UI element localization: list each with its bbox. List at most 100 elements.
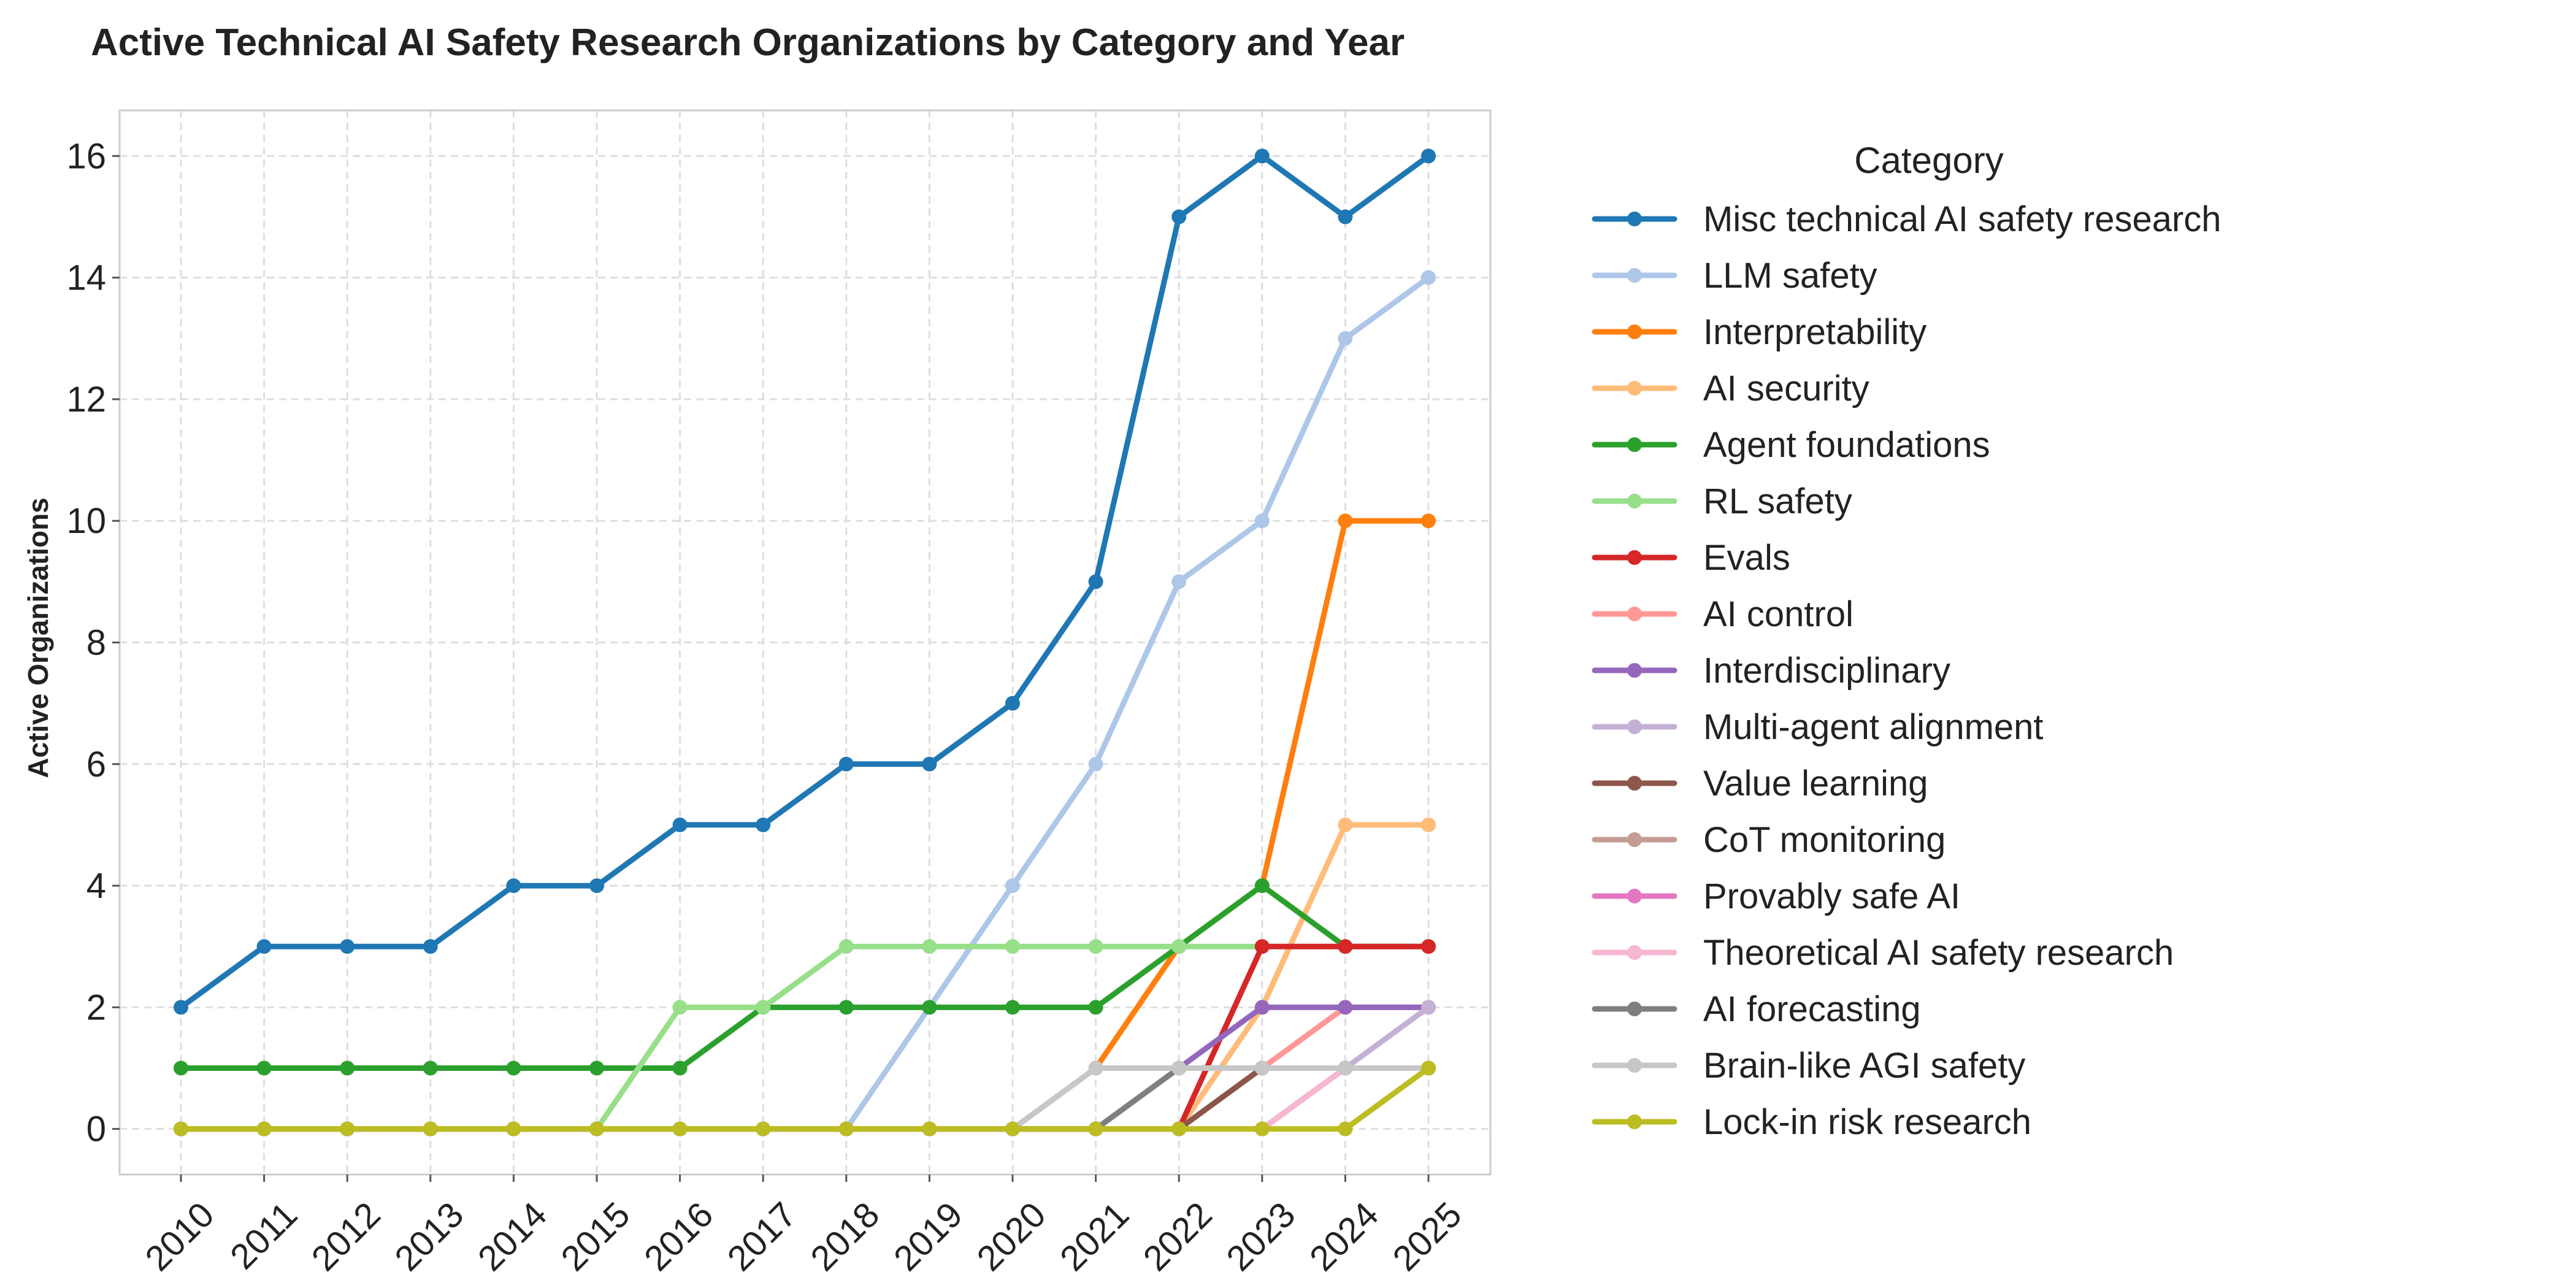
data-point-misc-technical-ai-safety-research — [1171, 209, 1187, 224]
y-tick-label: 8 — [86, 623, 106, 663]
x-tick-label: 2010 — [137, 1195, 221, 1279]
data-point-misc-technical-ai-safety-research — [1254, 148, 1270, 164]
legend-label: Theoretical AI safety research — [1703, 933, 2174, 973]
x-tick-label: 2022 — [1136, 1195, 1220, 1279]
legend-item-multi-agent-alignment: Multi-agent alignment — [1592, 707, 2044, 747]
legend-item-cot-monitoring: CoT monitoring — [1592, 820, 1945, 860]
legend-label: AI control — [1703, 594, 1853, 634]
x-tick-label: 2024 — [1302, 1195, 1386, 1279]
data-point-agent-foundations — [423, 1060, 438, 1076]
data-point-rl-safety — [756, 1000, 771, 1015]
data-point-misc-technical-ai-safety-research — [506, 878, 521, 894]
x-tick-label: 2025 — [1385, 1195, 1469, 1279]
legend-item-llm-safety: LLM safety — [1592, 256, 1877, 296]
legend-swatch-marker — [1627, 1058, 1642, 1073]
legend-label: AI forecasting — [1703, 989, 1921, 1029]
legend-swatch-marker — [1627, 1002, 1642, 1016]
series-ai-forecasting — [174, 1060, 1436, 1137]
data-point-agent-foundations — [1088, 1000, 1103, 1015]
series-lines — [174, 148, 1436, 1137]
legend-label: Brain-like AGI safety — [1703, 1046, 2025, 1086]
series-provably-safe-ai — [174, 1060, 1436, 1137]
axis-ticks: 2010 201120122013201420152016201720182019… — [66, 136, 1469, 1278]
data-point-rl-safety — [672, 1000, 688, 1015]
data-point-misc-technical-ai-safety-research — [340, 939, 355, 954]
x-tick-label: 2012 — [304, 1195, 388, 1279]
series-line-value-learning — [178, 1065, 1432, 1132]
data-point-agent-foundations — [256, 1060, 272, 1076]
data-point-agent-foundations — [1254, 878, 1270, 894]
data-point-lock-in-risk-research — [1421, 1060, 1436, 1076]
data-point-rl-safety — [1005, 939, 1020, 954]
x-tick-label: 2011 — [223, 1195, 305, 1277]
data-point-lock-in-risk-research — [922, 1121, 937, 1137]
legend: Category Misc technical AI safety resear… — [1592, 140, 2221, 1142]
data-point-llm-safety — [1005, 878, 1020, 894]
data-point-misc-technical-ai-safety-research — [756, 817, 771, 832]
legend-swatch-marker — [1627, 776, 1642, 791]
legend-label: Multi-agent alignment — [1703, 707, 2044, 747]
data-point-rl-safety — [838, 939, 854, 954]
x-tick-label: 2015 — [553, 1195, 637, 1279]
data-point-llm-safety — [1421, 270, 1436, 285]
legend-label: Misc technical AI safety research — [1703, 199, 2221, 239]
data-point-agent-foundations — [174, 1060, 188, 1076]
y-tick-label: 6 — [86, 745, 106, 784]
x-tick-label: 2019 — [886, 1195, 970, 1279]
legend-swatch-marker — [1627, 324, 1642, 339]
x-tick-label: 2014 — [470, 1195, 554, 1279]
legend-label: Lock-in risk research — [1703, 1102, 2031, 1142]
data-point-misc-technical-ai-safety-research — [256, 939, 272, 954]
legend-label: Value learning — [1703, 764, 1928, 803]
legend-swatch-marker — [1627, 832, 1642, 847]
legend-label: Interpretability — [1703, 312, 1926, 352]
y-tick-label: 12 — [66, 380, 106, 420]
legend-swatch-marker — [1627, 607, 1642, 621]
legend-title: Category — [1854, 140, 2003, 181]
data-point-agent-foundations — [589, 1060, 604, 1076]
data-point-interdisciplinary — [1338, 1000, 1353, 1015]
data-point-interpretability — [1338, 513, 1353, 529]
x-tick-label: 2020 — [969, 1195, 1053, 1279]
series-line-cot-monitoring — [178, 1065, 1432, 1132]
data-point-brain-like-agi-safety — [1254, 1060, 1270, 1076]
series-value-learning — [174, 1060, 1436, 1137]
legend-label: Agent foundations — [1703, 425, 1990, 465]
series-line-agent-foundations — [178, 883, 1432, 1071]
data-point-brain-like-agi-safety — [1338, 1060, 1353, 1076]
data-point-lock-in-risk-research — [1338, 1121, 1353, 1137]
data-point-misc-technical-ai-safety-research — [423, 939, 438, 954]
x-tick-label: 2016 — [637, 1195, 721, 1279]
y-tick-label: 2 — [86, 987, 106, 1027]
legend-label: CoT monitoring — [1703, 820, 1945, 860]
y-tick-label: 16 — [66, 136, 106, 176]
legend-label: AI security — [1703, 369, 1869, 408]
series-rl-safety — [174, 939, 1436, 1137]
data-point-evals — [1338, 939, 1353, 954]
y-tick-label: 14 — [66, 258, 106, 298]
series-line-brain-like-agi-safety — [178, 1065, 1432, 1132]
legend-label: Interdisciplinary — [1703, 651, 1950, 691]
data-point-brain-like-agi-safety — [1088, 1060, 1103, 1076]
data-point-misc-technical-ai-safety-research — [1005, 696, 1020, 711]
data-point-interdisciplinary — [1254, 1000, 1270, 1015]
legend-label: Provably safe AI — [1703, 876, 1960, 916]
data-point-agent-foundations — [1005, 1000, 1020, 1015]
y-tick-label: 10 — [66, 501, 106, 541]
legend-item-rl-safety: RL safety — [1592, 481, 1852, 521]
data-point-interpretability — [1421, 513, 1436, 529]
chart-title: Active Technical AI Safety Research Orga… — [91, 21, 1405, 64]
legend-swatch-marker — [1627, 1114, 1642, 1129]
data-point-lock-in-risk-research — [1005, 1121, 1020, 1137]
data-point-misc-technical-ai-safety-research — [1421, 148, 1436, 164]
legend-item-evals: Evals — [1592, 538, 1790, 578]
data-point-llm-safety — [1088, 756, 1103, 772]
data-point-misc-technical-ai-safety-research — [838, 756, 854, 772]
data-point-agent-foundations — [922, 1000, 937, 1015]
series-lock-in-risk-research — [174, 1060, 1436, 1137]
legend-item-ai-security: AI security — [1592, 369, 1869, 408]
series-line-misc-technical-ai-safety-research — [178, 153, 1432, 1010]
legend-swatch-marker — [1627, 212, 1642, 226]
legend-label: RL safety — [1703, 481, 1852, 521]
